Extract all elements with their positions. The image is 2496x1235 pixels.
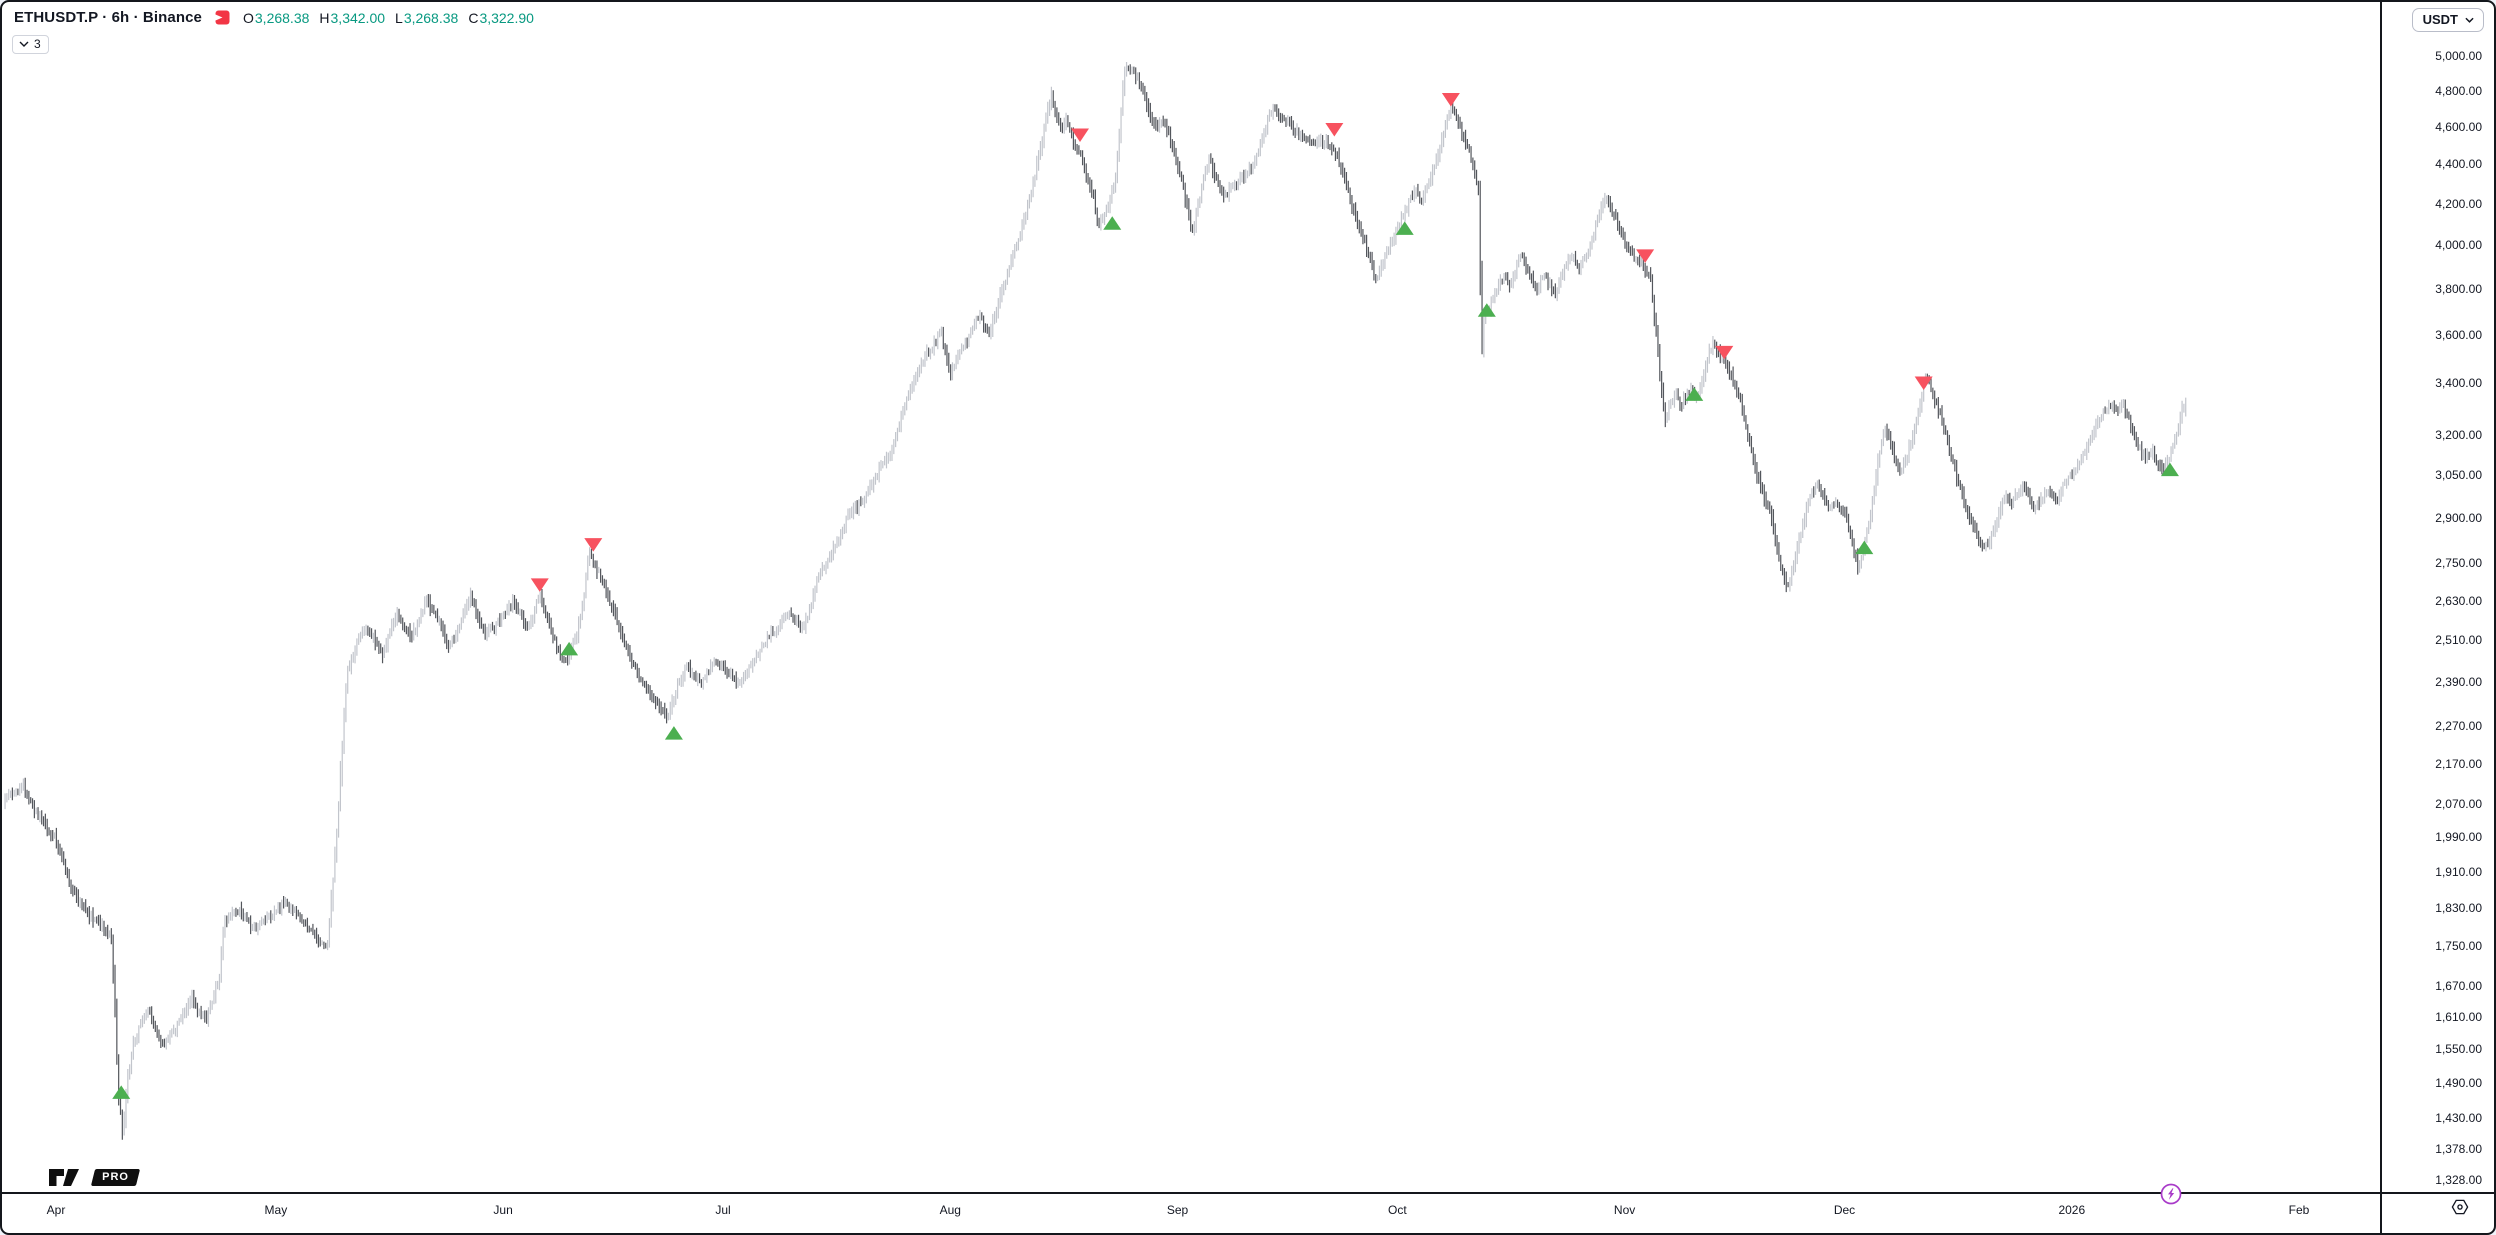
sell-signal-marker [1071, 128, 1090, 143]
chart-legend-header: ETHUSDT.P · 6h · Binance O 3,268.38 H 3,34… [14, 9, 534, 26]
time-axis-label: Nov [1613, 1203, 1636, 1217]
sell-signal-marker [1636, 249, 1655, 263]
buy-signal-marker [1855, 540, 1874, 555]
time-axis-label: Apr [46, 1203, 66, 1217]
price-axis-label: 1,430.00 [2435, 1110, 2482, 1125]
price-axis-label: 4,200.00 [2435, 196, 2482, 211]
open-value: 3,268.38 [254, 9, 310, 26]
price-axis-label: 4,000.00 [2435, 238, 2482, 253]
time-axis-label: Dec [1833, 1203, 1856, 1217]
price-axis-label: 3,050.00 [2435, 468, 2482, 483]
chevron-down-icon [19, 41, 29, 47]
buy-signal-marker [560, 641, 579, 656]
price-axis-label: 2,510.00 [2435, 633, 2482, 648]
sell-signal-marker [1441, 92, 1460, 107]
sell-signal-marker [584, 538, 603, 552]
legend-collapse-button[interactable]: 3 [12, 35, 49, 54]
price-axis-label: 3,400.00 [2435, 376, 2482, 390]
price-axis-label: 2,630.00 [2435, 593, 2482, 608]
price-axis-separator [2380, 2, 2382, 1233]
time-axis-label: Feb [2288, 1203, 2310, 1217]
tradingview-logo[interactable]: PRO [48, 1167, 140, 1188]
time-axis-label: Sep [1166, 1203, 1189, 1217]
currency-selector-button[interactable]: USDT [2411, 8, 2484, 32]
time-axis-label: Jun [493, 1203, 513, 1217]
price-axis-label: 1,378.00 [2435, 1141, 2482, 1156]
price-axis-label: 1,490.00 [2435, 1075, 2482, 1090]
price-axis-label: 2,270.00 [2435, 718, 2482, 733]
price-axis-label: 1,830.00 [2435, 901, 2482, 916]
legend-collapse-count: 3 [34, 37, 41, 51]
time-axis-label: May [264, 1203, 288, 1217]
price-axis-label: 1,990.00 [2435, 830, 2482, 845]
price-axis-label: 2,390.00 [2435, 674, 2482, 689]
time-axis-label: Jul [715, 1203, 731, 1217]
chevron-down-icon [2465, 17, 2474, 23]
close-value: 3,322.90 [479, 9, 534, 26]
buy-signal-marker [664, 726, 683, 740]
price-bars-up [4, 62, 2187, 1136]
buy-signal-marker [1477, 303, 1496, 317]
high-value: 3,342.00 [330, 9, 386, 26]
sell-signal-marker [1715, 345, 1734, 360]
symbol-title[interactable]: ETHUSDT.P · 6h · Binance [14, 9, 202, 26]
price-axis-label: 1,750.00 [2435, 939, 2482, 954]
time-axis-label: 2026 [2058, 1203, 2086, 1217]
ohlc-values: O 3,268.38 H 3,342.00 L 3,268.38 C 3,322.90 [243, 10, 534, 26]
price-axis-label: 1,328.00 [2435, 1173, 2482, 1188]
low-label: L [395, 9, 403, 26]
price-axis-label: 5,000.00 [2435, 49, 2482, 63]
sell-signal-marker [530, 578, 549, 592]
currency-label: USDT [2422, 12, 2458, 27]
pro-badge: PRO [90, 1169, 140, 1186]
lightning-icon[interactable] [2158, 1181, 2184, 1207]
price-axis-label: 1,550.00 [2435, 1042, 2482, 1057]
price-axis-label: 2,070.00 [2435, 796, 2482, 811]
price-axis-label: 4,800.00 [2435, 83, 2482, 98]
price-axis-label: 1,610.00 [2435, 1010, 2482, 1024]
sell-signal-marker [1914, 376, 1933, 391]
price-axis-label: 3,200.00 [2435, 427, 2482, 442]
low-value: 3,268.38 [403, 9, 459, 26]
price-axis-label: 3,600.00 [2435, 327, 2482, 342]
tradingview-logo-icon [49, 1169, 79, 1186]
price-axis-label: 4,600.00 [2435, 119, 2482, 134]
price-axis-label: 2,750.00 [2435, 556, 2482, 570]
buy-signal-marker [2160, 462, 2179, 477]
price-axis-label: 1,910.00 [2435, 865, 2482, 880]
price-axis-label: 1,670.00 [2435, 978, 2482, 993]
time-axis-label: Aug [939, 1203, 961, 1217]
buy-signal-marker [112, 1085, 131, 1099]
price-axis-label: 4,400.00 [2435, 157, 2482, 172]
candlestick-icon [215, 10, 230, 25]
price-axis-label: 2,900.00 [2435, 510, 2482, 525]
sell-signal-marker [1325, 122, 1344, 137]
buy-signal-marker [1395, 221, 1414, 235]
open-label: O [243, 9, 254, 26]
price-bars-down [11, 64, 2165, 1140]
close-label: C [468, 9, 479, 26]
buy-signal-marker [1685, 387, 1704, 401]
price-axis-label: 2,170.00 [2435, 756, 2482, 771]
buy-signal-marker [1103, 216, 1122, 230]
settings-gear-icon[interactable] [2450, 1197, 2470, 1217]
price-axis-label: 3,800.00 [2435, 281, 2482, 296]
time-axis-separator [2, 1192, 2494, 1194]
high-label: H [319, 9, 330, 26]
time-axis-label: Oct [1388, 1203, 1407, 1217]
